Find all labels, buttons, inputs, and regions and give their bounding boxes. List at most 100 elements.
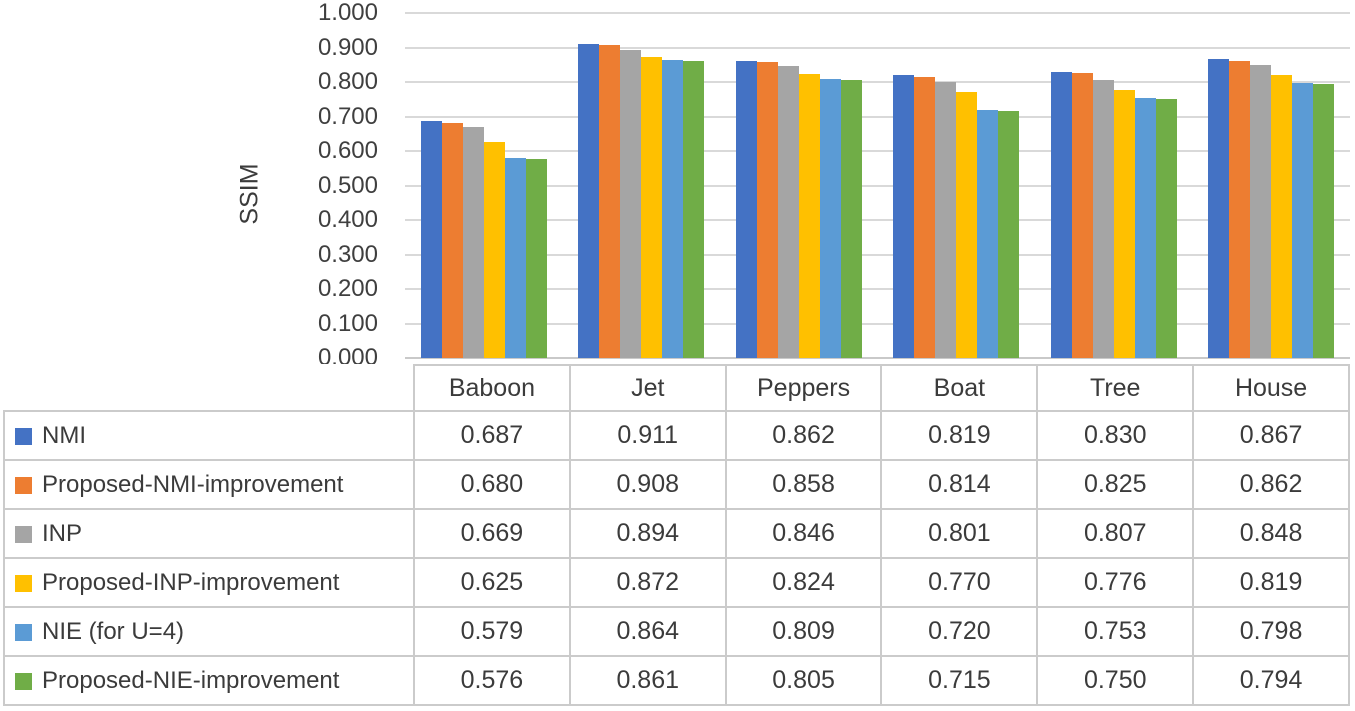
bar-proposed-nie-improvement-tree [1155,99,1177,358]
bar-nie-for-u-4-house [1292,82,1314,358]
cell-proposed-nmi-improvement-house: 0.862 [1192,459,1350,510]
table-body: NMI 0.687 0.911 0.862 0.819 0.830 0.867 Propose… [3,410,1350,706]
category-header-tree: Tree [1036,364,1195,412]
bar-group-house [1193,13,1351,358]
plot-area [405,12,1350,359]
bar-groups [405,13,1350,358]
gridline-0.800 [405,81,1350,83]
bar-group-peppers [720,13,878,358]
cell-inp-boat: 0.801 [880,508,1039,559]
data-table: Baboon Jet Peppers Boat Tree House NMI 0.687 0.… [3,364,1350,706]
cell-nmi-house: 0.867 [1192,410,1350,461]
y-tick-label-1.000: 1.000 [317,0,378,26]
cell-inp-house: 0.848 [1192,508,1350,559]
bar-proposed-inp-improvement-peppers [798,73,820,358]
cell-nmi-baboon: 0.687 [413,410,571,461]
bar-nie-for-u-4-tree [1134,98,1156,358]
cell-inp-tree: 0.807 [1036,508,1195,559]
table-row-nmi: NMI 0.687 0.911 0.862 0.819 0.830 0.867 [3,410,1350,461]
bar-nmi-peppers [735,60,757,358]
cell-proposed-inp-improvement-baboon: 0.625 [413,557,571,608]
bar-proposed-inp-improvement-baboon [483,142,505,358]
legend-cell-nmi: NMI [3,410,415,461]
cell-proposed-inp-improvement-peppers: 0.824 [724,557,883,608]
bar-proposed-nmi-improvement-peppers [756,62,778,358]
cell-proposed-inp-improvement-house: 0.819 [1192,557,1350,608]
cell-inp-baboon: 0.669 [413,508,571,559]
cell-inp-jet: 0.894 [568,508,727,559]
bar-proposed-nie-improvement-peppers [840,80,862,358]
bar-nie-for-u-4-boat [977,109,999,358]
bar-inp-jet [620,49,642,358]
bar-proposed-inp-improvement-tree [1113,90,1135,358]
bar-inp-boat [935,81,957,358]
gridline-0.200 [405,288,1350,290]
table-row-proposed-nmi-improvement: Proposed-NMI-improvement 0.680 0.908 0.858 0… [3,459,1350,510]
bar-group-boat [878,13,1036,358]
bar-inp-house [1250,65,1272,358]
category-header-row: Baboon Jet Peppers Boat Tree House [4,364,1350,412]
bar-proposed-nie-improvement-jet [683,60,705,358]
gridline-0.300 [405,253,1350,256]
cell-nie-for-u-4-boat: 0.720 [880,606,1039,657]
legend-cell-proposed-nie-improvement: Proposed-NIE-improvement [3,655,415,706]
legend-cell-proposed-inp-improvement: Proposed-INP-improvement [3,557,415,608]
cell-proposed-nie-improvement-boat: 0.715 [880,655,1039,706]
table-corner-blank [4,365,414,411]
cell-proposed-nie-improvement-tree: 0.750 [1036,655,1195,706]
legend-label: NMI [42,421,86,449]
cell-proposed-nmi-improvement-tree: 0.825 [1036,459,1195,510]
legend-swatch-icon [15,672,32,690]
cell-proposed-nmi-improvement-baboon: 0.680 [413,459,571,510]
bar-inp-tree [1092,79,1114,358]
bar-proposed-nmi-improvement-tree [1071,73,1093,358]
bar-proposed-nie-improvement-house [1313,84,1335,358]
bar-proposed-nmi-improvement-house [1229,60,1251,358]
legend-swatch-icon [15,574,32,592]
gridline-0.700 [405,115,1350,118]
bar-nie-for-u-4-peppers [819,78,841,358]
y-tick-label-0.500: 0.500 [317,171,378,199]
legend-swatch-icon [15,427,32,445]
legend-swatch-icon [15,525,32,543]
cell-nie-for-u-4-house: 0.798 [1192,606,1350,657]
cell-nie-for-u-4-baboon: 0.579 [413,606,571,657]
legend-cell-nie-for-u-4: NIE (for U=4) [3,606,415,657]
bar-proposed-nie-improvement-baboon [525,159,547,358]
legend-label: Proposed-NIE-improvement [42,666,340,694]
gridline-0.900 [405,46,1350,49]
bar-nmi-baboon [420,121,442,358]
cell-proposed-nmi-improvement-jet: 0.908 [568,459,727,510]
y-tick-label-0.300: 0.300 [317,240,378,268]
gridline-1.000 [405,12,1350,14]
cell-inp-peppers: 0.846 [724,508,883,559]
legend-label: NIE (for U=4) [42,617,185,645]
bar-proposed-nie-improvement-boat [998,111,1020,358]
bar-proposed-nmi-improvement-jet [599,44,621,358]
category-header-house: House [1192,364,1350,412]
legend-swatch-icon [15,623,32,641]
category-header-peppers: Peppers [724,364,883,412]
cell-proposed-inp-improvement-tree: 0.776 [1036,557,1195,608]
cell-nmi-jet: 0.911 [568,410,727,461]
x-axis-line [405,357,1350,359]
table-row-nie-for-u-4: NIE (for U=4) 0.579 0.864 0.809 0.720 0.753 0.… [3,606,1350,657]
cell-proposed-inp-improvement-boat: 0.770 [880,557,1039,608]
bar-proposed-inp-improvement-house [1271,75,1293,358]
category-header-jet: Jet [568,364,727,412]
y-tick-label-0.700: 0.700 [317,102,378,130]
bar-group-baboon [405,13,563,358]
bar-inp-peppers [777,66,799,358]
cell-nie-for-u-4-jet: 0.864 [568,606,727,657]
y-tick-label-0.200: 0.200 [317,275,378,302]
cell-proposed-nmi-improvement-boat: 0.814 [880,459,1039,510]
bar-proposed-nmi-improvement-boat [914,77,936,358]
bar-group-tree [1035,13,1193,358]
gridline-0.500 [405,184,1350,187]
table-row-proposed-inp-improvement: Proposed-INP-improvement 0.625 0.872 0.824 0… [3,557,1350,608]
cell-nie-for-u-4-tree: 0.753 [1036,606,1195,657]
cell-nie-for-u-4-peppers: 0.809 [724,606,883,657]
bar-proposed-inp-improvement-jet [641,57,663,358]
bar-nmi-jet [578,43,600,358]
legend-cell-proposed-nmi-improvement: Proposed-NMI-improvement [3,459,415,510]
